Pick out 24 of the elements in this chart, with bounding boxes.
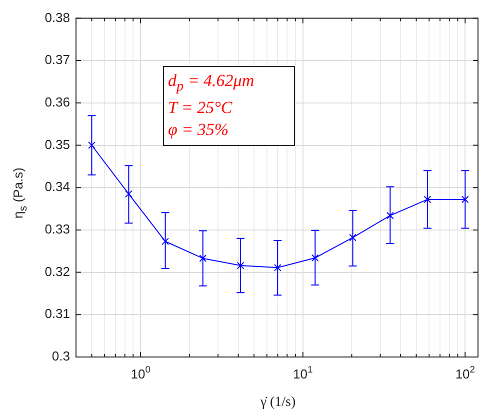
y-tick-label: 0.3	[52, 348, 70, 364]
y-tick-label: 0.36	[44, 94, 70, 110]
point	[461, 196, 469, 204]
point	[236, 262, 244, 270]
point	[274, 264, 282, 272]
x-axis-title: γ̇ (1/s)	[260, 395, 296, 411]
point	[424, 196, 432, 204]
point	[199, 254, 207, 262]
point	[88, 142, 96, 149]
y-tick-label: 0.37	[44, 52, 70, 68]
point	[311, 254, 319, 262]
point	[125, 190, 132, 198]
annotation: T = 25°C	[168, 97, 234, 120]
annotation: φ = 35%	[168, 119, 230, 142]
y-tick-label: 0.33	[44, 222, 70, 237]
annotation: d$_{p}$ = 4.62μm	[168, 70, 254, 96]
y-tick-label: 0.32	[44, 264, 70, 279]
y-tick-label: 0.38	[44, 10, 70, 25]
point	[162, 238, 169, 246]
y-tick-label: 0.34	[44, 179, 70, 194]
y-tick-label: 0.35	[44, 136, 70, 152]
y-tick-label: 0.31	[44, 306, 70, 322]
point	[386, 212, 394, 220]
point	[349, 234, 356, 242]
